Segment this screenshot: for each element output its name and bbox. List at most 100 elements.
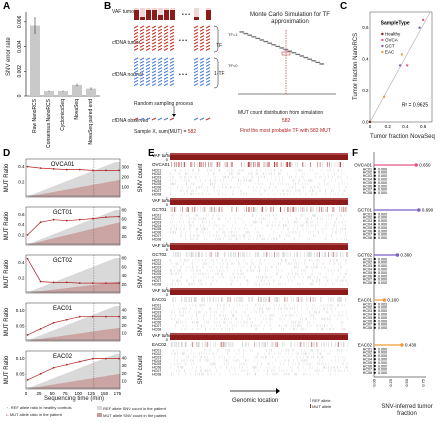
hc-label: HC02 [363,306,372,310]
hc-point [373,354,376,357]
hc-label: HC01 [363,302,372,306]
y-tick-label: 0.6 [362,25,369,30]
normal-fragment [193,76,199,80]
mut-ratio-point [91,282,94,285]
panel-d-xlabel: Sequencing time (min) [44,396,105,402]
tumor-fragment [139,35,145,39]
right-tick-label: 60 [122,216,128,221]
hc-label: HC05 [363,181,372,185]
legend-ref-healthy: REF allele ratio in healthy controls [10,405,72,410]
tumor-fragment [193,35,199,39]
x-tick-label: 0.6 [420,124,427,128]
mut-ratio-point [118,215,120,218]
simulation-xlabel: MUT count distribution from simulation [238,110,324,116]
chart-frame [25,302,121,342]
normal-fragment [169,60,175,64]
right-tick-label: 300 [122,165,130,170]
panel-label-e: E [148,148,155,159]
hc-label: HC08 [363,371,372,375]
hc-label: HC03 [152,355,161,359]
hc-label: HC08 [152,192,161,196]
mut-ratio-line [27,358,119,381]
right-tick-label: 20 [122,371,128,376]
legend-dot [381,38,384,42]
normal-fragment [193,70,199,74]
hc-label: HC07 [152,234,161,238]
legend-title: SampleType [381,21,410,27]
vaf-bar [194,17,199,20]
sim-point [270,42,273,44]
hc-label: HC01 [363,167,372,171]
x-tick-label: 125 [88,391,96,396]
hc-label: HC03 [363,264,372,268]
vaf-zero: 0 [166,157,169,162]
vaf-one: 1 [166,241,169,246]
tumor-fragment [199,28,205,32]
hc-point [373,364,376,368]
mut-snv-area [26,179,120,197]
normal-fragment [139,63,145,67]
observed-fragment [145,117,151,121]
normal-fragment [145,79,151,83]
hc-label: HC05 [152,182,161,186]
hc-label: HC07 [152,324,161,328]
legend-mut-patient: MUT allele ratio in the patient [9,412,62,417]
tumor-fragment [169,47,175,51]
sample-sum-value: 582 [187,129,197,135]
panel-c-scatter: 00.0 0.2 0.2 0.4 0.4 0.6 0.6 SampleType HealthyO… [362,11,433,128]
hc-value: 0.000 [378,178,387,182]
x-tick-label: 75 [63,391,69,396]
dots: • • • [179,38,187,44]
observed-fragment [199,117,205,121]
tumor-fragment [157,31,163,35]
sample-label: GCT01 [357,208,372,213]
mut-ratio-point [78,218,81,221]
vaf-bar [158,15,163,20]
sim-point [290,50,293,52]
plot-frame [369,11,433,123]
tumor-fragment [151,47,157,51]
sampling-diagram: • • • • • • • • • [134,8,219,121]
normal-fragment [163,79,169,83]
mut-ratio-point [78,282,81,285]
normal-fragment [199,67,205,71]
observed-fragment [205,117,211,121]
normal-fragment [199,73,205,77]
left-axis-label: MUT Ratio [4,307,10,336]
normal-fragment [205,73,211,77]
normal-fragment [163,70,169,74]
normal-fragment [151,76,157,80]
right-tick-label: 10 [122,331,128,336]
mut-ratio-point [26,233,29,236]
hc-value: 0.000 [378,364,387,368]
y-tick-label: 0.002 [17,65,23,78]
tumor-fragment [169,31,175,35]
normal-fragment [205,70,211,74]
sample-label: OVCA01 [354,163,372,168]
tumor-fragment [134,41,139,45]
tumor-fragment [134,25,139,29]
normal-fragment [157,67,163,71]
vaf-bar [146,10,151,20]
x-tick-label: 150 [101,391,109,396]
vaf-bar [170,10,175,20]
observed-fragment [193,117,199,121]
normal-fragment [199,76,205,80]
tumor-fragment [134,44,139,48]
sample-label: EAC02 [53,354,73,360]
hc-label: HC04 [152,359,161,363]
hc-value: 0.000 [378,313,387,317]
vaf-track-top [170,288,348,290]
tumor-fragment [145,31,151,35]
hc-point [373,281,376,284]
hc-value: 0.000 [378,219,387,223]
hc-point [373,371,376,374]
observed-fragment [134,117,139,121]
right-tick-label: 200 [122,175,130,180]
hc-point [373,302,376,306]
tumor-fragment [157,44,163,48]
normal-fragment [193,67,199,71]
hc-value: 0.000 [378,278,387,282]
vaf-track-top [170,243,348,245]
tumor-fragment [193,41,199,45]
